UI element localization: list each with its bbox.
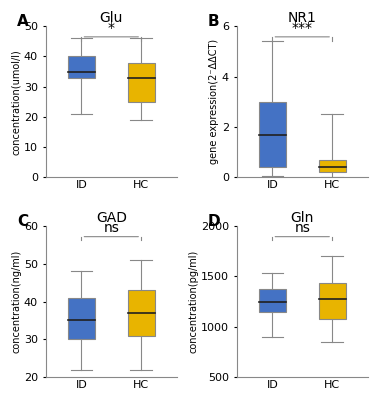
- Text: D: D: [208, 214, 220, 229]
- Title: GAD: GAD: [96, 211, 127, 225]
- Y-axis label: gene expression(2⁻ΔΔCT): gene expression(2⁻ΔΔCT): [209, 39, 219, 164]
- Title: Glu: Glu: [100, 11, 123, 25]
- Y-axis label: concentration(ng/ml): concentration(ng/ml): [11, 250, 21, 353]
- Text: ns: ns: [103, 221, 119, 235]
- Bar: [319, 284, 346, 319]
- Text: B: B: [208, 14, 219, 29]
- Bar: [68, 57, 95, 78]
- Bar: [68, 298, 95, 339]
- Text: C: C: [17, 214, 28, 229]
- Y-axis label: concentration(umol/l): concentration(umol/l): [11, 49, 21, 155]
- Bar: [259, 102, 286, 167]
- Text: *: *: [108, 21, 115, 35]
- Bar: [319, 160, 346, 172]
- Title: Gln: Gln: [291, 211, 314, 225]
- Y-axis label: concentration(pg/ml): concentration(pg/ml): [188, 250, 198, 353]
- Bar: [128, 63, 155, 102]
- Text: A: A: [17, 14, 28, 29]
- Text: ***: ***: [292, 21, 313, 35]
- Text: ns: ns: [294, 221, 310, 235]
- Title: NR1: NR1: [288, 11, 317, 25]
- Bar: [259, 288, 286, 312]
- Bar: [128, 290, 155, 336]
